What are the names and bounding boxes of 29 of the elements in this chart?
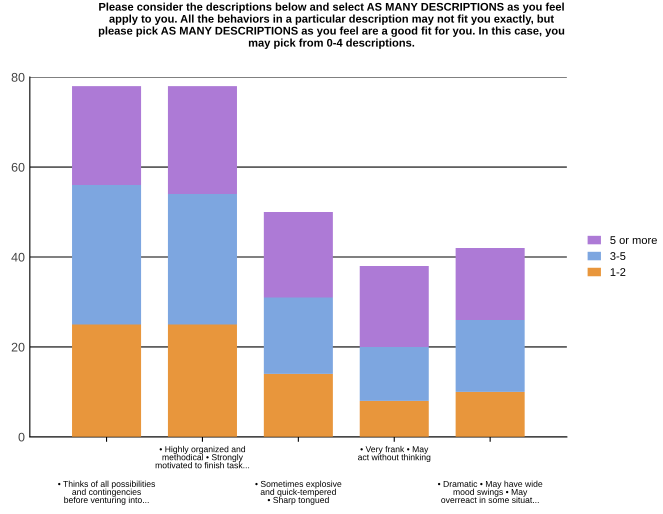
bar [456, 248, 525, 320]
bar [264, 374, 333, 437]
y-tick-label: 80 [12, 72, 24, 82]
y-tick-label: 60 [12, 162, 24, 172]
bar [264, 212, 333, 298]
bar [72, 185, 142, 324]
y-tick-label: 0 [18, 432, 24, 442]
y-tick-label: 40 [11, 252, 24, 262]
bar [72, 86, 142, 186]
bar [360, 346, 429, 401]
x-tick-label: • Thinks of all possibilities and contingencies before venturing into... [58, 480, 156, 505]
x-tick-label: • Very frank • May act without thinking [358, 446, 430, 462]
bar [264, 297, 333, 374]
x-tick-label: • Sometimes explosive and quick-tempered • Sharp tongued [255, 480, 342, 505]
bar [168, 86, 237, 194]
bar [456, 320, 525, 392]
bar [72, 324, 142, 437]
legend-label: 5 or more [610, 236, 657, 244]
bar [360, 400, 429, 437]
y-tick-label: 20 [12, 342, 24, 352]
bar [168, 324, 237, 437]
legend-label: 1-2 [610, 268, 626, 276]
x-tick-label: • Highly organized and methodical • Strongly motivated to finish task... [156, 446, 250, 468]
bar [456, 392, 525, 437]
bar [168, 194, 237, 324]
bar [360, 266, 429, 347]
legend-label: 3-5 [610, 252, 626, 260]
x-tick-label: • Dramatic • May have wide mood swings • May overreact in some situat... [438, 480, 542, 504]
chart-title: Please consider the descriptions below and select AS MANY DESCRIPTIONS as you feel apply to you. All the behaviors in a particular description may not fit you exactly, but please pick AS MANY DESCRIPTIONS as you feel are a good fit for you. In this case, you may pick from 0-4 descriptions. [98, 2, 564, 49]
